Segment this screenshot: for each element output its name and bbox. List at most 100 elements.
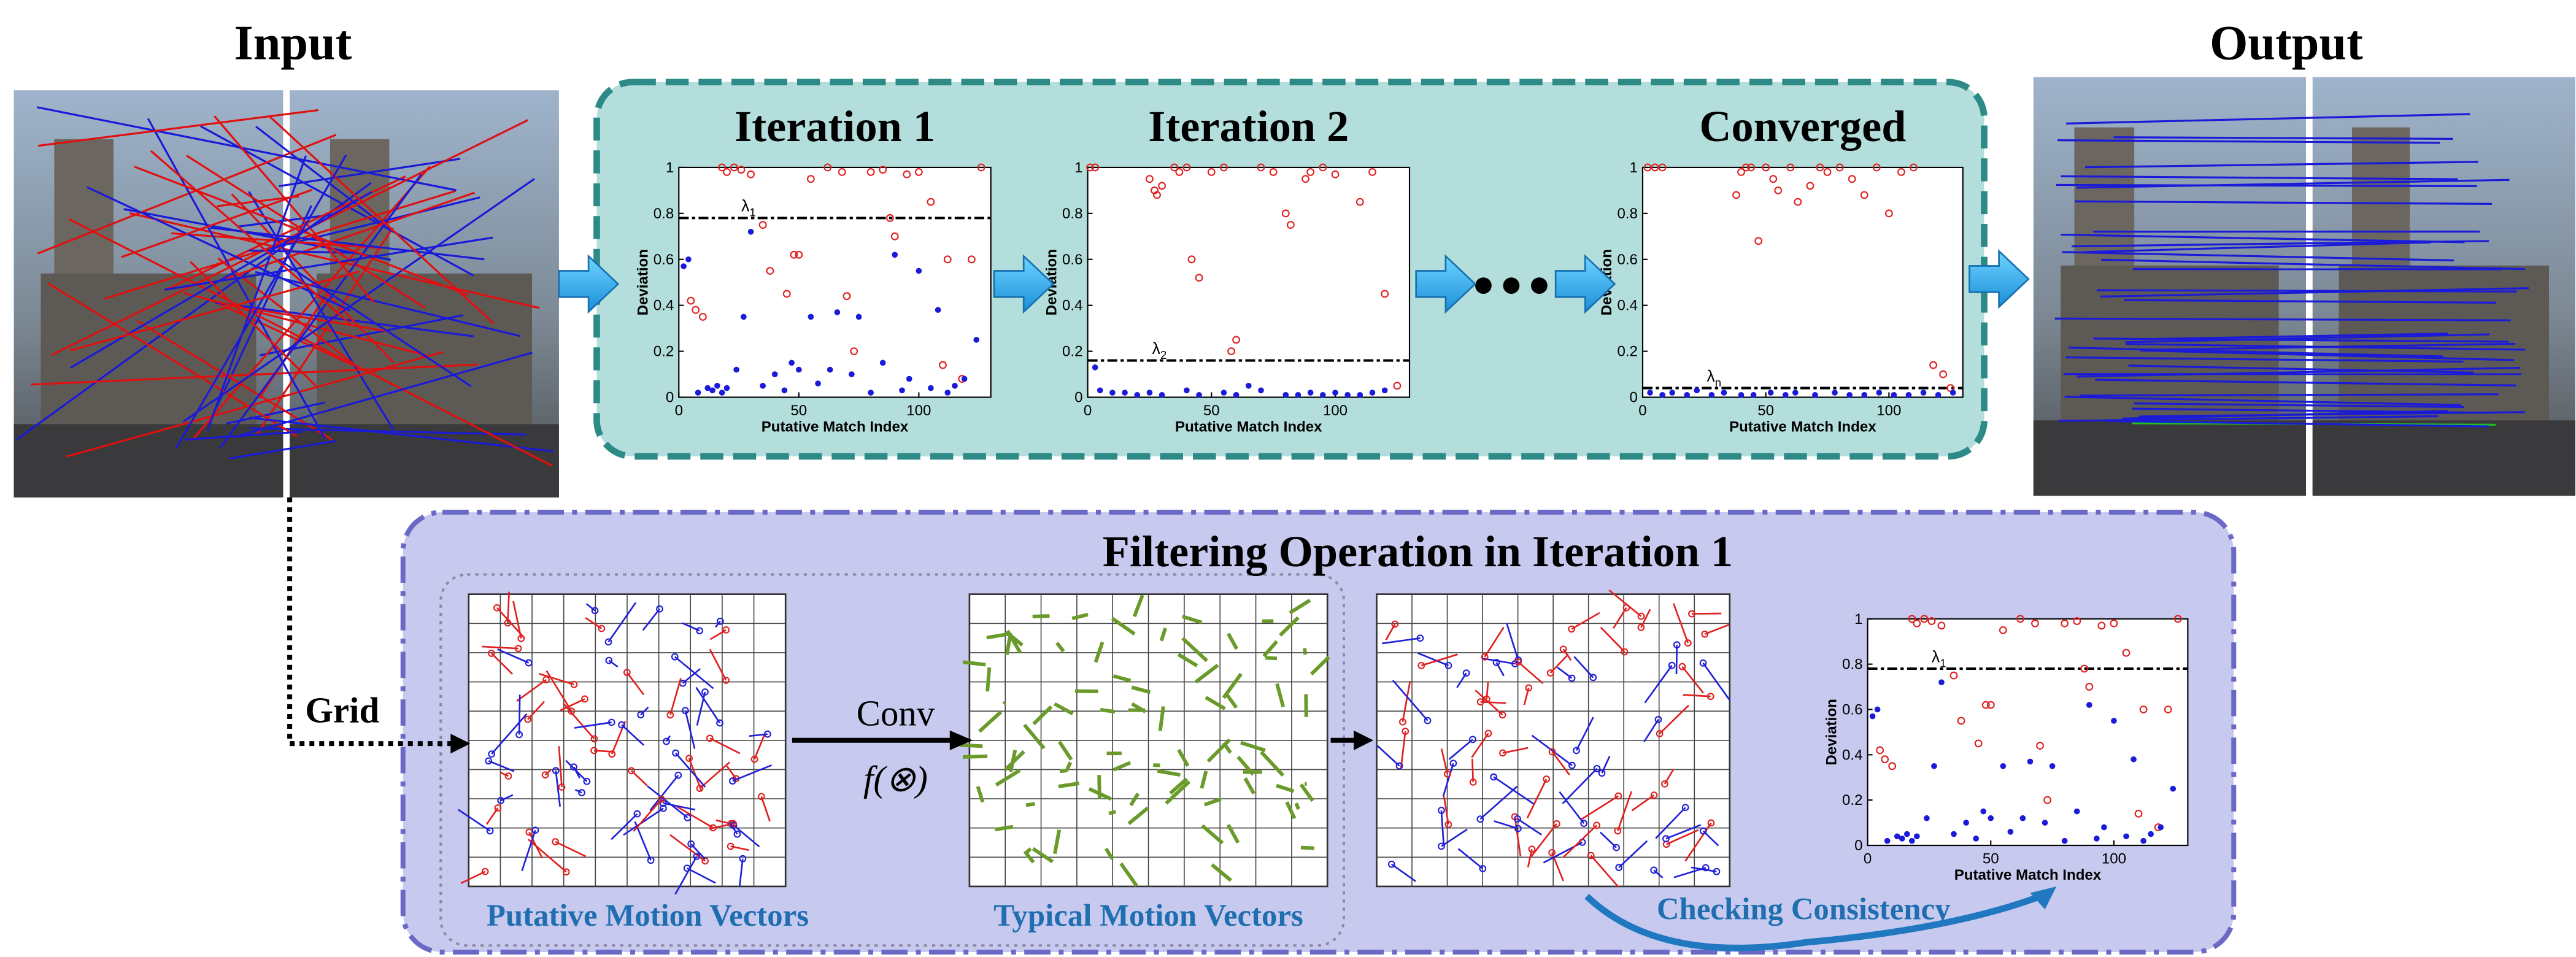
y-tick-label: 1: [1074, 160, 1082, 176]
y-tick-label: 0.6: [1617, 252, 1637, 268]
inlier-point: [1659, 392, 1665, 398]
inlier-point: [906, 376, 912, 382]
inlier-point: [1914, 833, 1920, 839]
threshold-subscript: 1: [1940, 656, 1946, 669]
inlier-point: [2050, 763, 2056, 769]
inlier-point: [880, 360, 886, 366]
ellipsis-dot: [1531, 277, 1548, 294]
y-tick-label: 0.2: [654, 344, 674, 360]
y-tick-label: 0: [1630, 390, 1638, 406]
y-tick-label: 0.2: [1842, 792, 1862, 809]
inlier-point: [1684, 392, 1690, 398]
motion-vector: [1692, 613, 1721, 614]
motion-vector: [1033, 616, 1050, 617]
inlier-point: [1899, 836, 1905, 842]
plot-area: [679, 167, 990, 398]
inlier-point: [1861, 392, 1867, 398]
inlier-point: [1812, 392, 1818, 398]
y-tick-label: 0.8: [1842, 656, 1862, 673]
x-tick-label: 50: [1203, 402, 1220, 419]
x-tick-label: 100: [1876, 402, 1901, 419]
motion-vector: [1100, 710, 1115, 712]
inlier-point: [916, 268, 922, 274]
inlier-point: [1246, 383, 1252, 389]
inlier-point: [928, 385, 934, 391]
x-tick-label: 0: [1864, 850, 1872, 867]
y-tick-label: 0.6: [1062, 252, 1082, 268]
x-tick-label: 50: [790, 402, 807, 419]
input-title: Input: [234, 15, 352, 70]
inlier-point: [1876, 390, 1882, 396]
threshold-symbol: λ: [1706, 367, 1715, 385]
inlier-point: [2086, 702, 2092, 708]
x-tick-label: 50: [1983, 850, 1999, 867]
x-tick-label: 100: [1323, 402, 1348, 419]
inlier-point: [789, 360, 795, 366]
plot-area: [1643, 167, 1963, 398]
inlier-point: [1344, 392, 1351, 398]
y-tick-label: 0.2: [1062, 344, 1082, 360]
inlier-point: [1846, 392, 1853, 398]
inlier-point: [796, 367, 802, 373]
ellipsis-dot: [1475, 277, 1492, 294]
inlier-point: [685, 256, 692, 263]
inlier-point: [952, 383, 958, 389]
ellipsis-dot: [1503, 277, 1520, 294]
conv-label: Conv: [857, 694, 935, 734]
inlier-point: [1134, 392, 1140, 398]
inlier-point: [1935, 392, 1942, 398]
y-tick-label: 0.8: [1617, 206, 1637, 222]
filtering-title: Filtering Operation in Iteration 1: [1103, 527, 1733, 576]
y-tick-label: 0.8: [1062, 206, 1082, 222]
inlier-point: [1924, 815, 1930, 821]
inlier-point: [1891, 392, 1897, 398]
inlier-point: [1783, 392, 1789, 398]
motion-vector: [1676, 645, 1677, 674]
inlier-point: [1184, 387, 1190, 393]
inlier-point: [724, 385, 730, 391]
inlier-point: [2000, 763, 2007, 769]
inlier-point: [2027, 759, 2034, 765]
inlier-point: [1963, 820, 1969, 826]
caption: Typical Motion Vectors: [993, 898, 1303, 932]
y-tick-label: 0: [666, 390, 674, 406]
x-tick-label: 0: [675, 402, 683, 419]
inlier-point: [1909, 838, 1915, 844]
inlier-point: [1792, 390, 1799, 396]
inlier-point: [2140, 838, 2146, 844]
inlier-point: [1931, 763, 1937, 769]
y-axis-label: Deviation: [1824, 699, 1840, 765]
inlier-point: [1122, 390, 1128, 396]
inlier-point: [1884, 838, 1891, 844]
inlier-point: [1938, 679, 1945, 685]
threshold-symbol: λ: [1152, 339, 1160, 358]
inlier-point: [1973, 836, 1979, 842]
motion-vector: [987, 667, 989, 691]
inlier-point: [1988, 815, 1994, 821]
motion-vector: [1296, 803, 1298, 809]
inlier-point: [899, 387, 905, 393]
inlier-point: [1320, 392, 1326, 398]
inlier-point: [2158, 824, 2164, 831]
inlier-point: [1832, 390, 1838, 396]
inlier-point: [944, 390, 951, 396]
inlier-point: [782, 387, 788, 393]
inlier-point: [2042, 820, 2048, 826]
motion-vector: [1109, 812, 1116, 813]
inlier-point: [2111, 718, 2117, 724]
inlier-point: [1950, 390, 1956, 396]
plot-area: [1088, 167, 1409, 398]
inlier-point: [1738, 392, 1745, 398]
inlier-point: [719, 390, 725, 396]
inlier-point: [2123, 833, 2129, 839]
inlier-point: [772, 371, 778, 377]
inlier-point: [815, 380, 821, 386]
threshold-subscript: n: [1715, 376, 1721, 389]
inlier-point: [2074, 809, 2080, 815]
inlier-point: [1751, 392, 1757, 398]
x-tick-label: 100: [2102, 850, 2126, 867]
inlier-point: [2094, 836, 2100, 842]
inlier-point: [2020, 815, 2026, 821]
caption: Putative Motion Vectors: [487, 898, 809, 932]
grid-label: Grid: [305, 690, 379, 730]
